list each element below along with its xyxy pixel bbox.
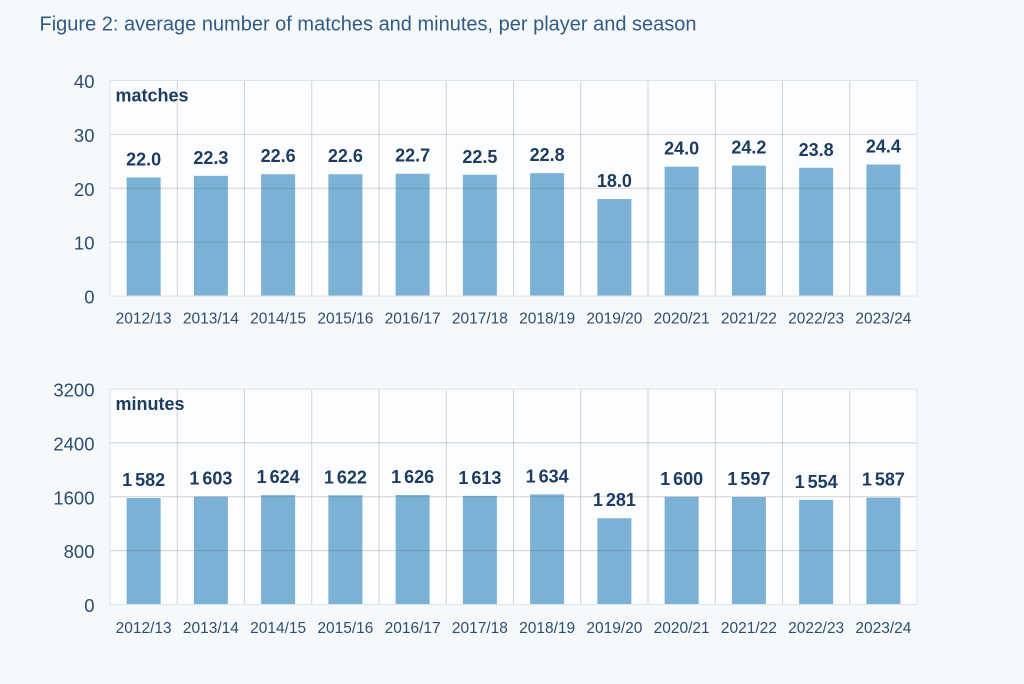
svg-text:30: 30 bbox=[74, 125, 95, 146]
svg-text:22.7: 22.7 bbox=[395, 146, 430, 166]
svg-text:20: 20 bbox=[74, 179, 95, 200]
svg-text:2012/13: 2012/13 bbox=[116, 620, 172, 637]
svg-text:2016/17: 2016/17 bbox=[385, 620, 441, 637]
svg-text:22.0: 22.0 bbox=[126, 149, 161, 169]
svg-text:23.8: 23.8 bbox=[799, 140, 834, 160]
svg-text:24.0: 24.0 bbox=[664, 139, 699, 159]
svg-text:matches: matches bbox=[116, 86, 189, 106]
svg-text:2013/14: 2013/14 bbox=[183, 311, 239, 328]
svg-text:2022/23: 2022/23 bbox=[788, 620, 844, 637]
svg-text:2014/15: 2014/15 bbox=[250, 620, 306, 637]
svg-text:22.6: 22.6 bbox=[261, 146, 296, 166]
svg-text:2020/21: 2020/21 bbox=[654, 620, 710, 637]
svg-text:40: 40 bbox=[74, 71, 95, 92]
svg-text:Figure 2: average number of ma: Figure 2: average number of matches and … bbox=[40, 14, 697, 36]
svg-text:2019/20: 2019/20 bbox=[586, 620, 642, 637]
svg-text:22.8: 22.8 bbox=[530, 145, 565, 165]
svg-text:2022/23: 2022/23 bbox=[788, 311, 844, 328]
svg-text:2012/13: 2012/13 bbox=[116, 311, 172, 328]
svg-text:2020/21: 2020/21 bbox=[654, 311, 710, 328]
svg-text:0: 0 bbox=[84, 595, 94, 616]
svg-text:2018/19: 2018/19 bbox=[519, 311, 575, 328]
svg-text:2015/16: 2015/16 bbox=[317, 620, 373, 637]
svg-text:2021/22: 2021/22 bbox=[721, 620, 777, 637]
svg-text:22.6: 22.6 bbox=[328, 146, 363, 166]
svg-text:22.5: 22.5 bbox=[462, 147, 497, 167]
svg-text:2015/16: 2015/16 bbox=[317, 311, 373, 328]
svg-text:2023/24: 2023/24 bbox=[855, 311, 911, 328]
svg-text:800: 800 bbox=[64, 541, 95, 562]
svg-text:2016/17: 2016/17 bbox=[385, 311, 441, 328]
svg-text:3200: 3200 bbox=[53, 380, 94, 401]
svg-text:2023/24: 2023/24 bbox=[855, 620, 911, 637]
svg-text:22.3: 22.3 bbox=[193, 148, 228, 168]
svg-text:2018/19: 2018/19 bbox=[519, 620, 575, 637]
svg-text:1600: 1600 bbox=[660, 469, 703, 489]
svg-text:2013/14: 2013/14 bbox=[183, 620, 239, 637]
svg-text:minutes: minutes bbox=[116, 394, 185, 414]
svg-text:2019/20: 2019/20 bbox=[586, 311, 642, 328]
svg-text:2400: 2400 bbox=[53, 433, 94, 454]
svg-text:0: 0 bbox=[84, 287, 94, 308]
svg-text:24.4: 24.4 bbox=[866, 137, 901, 157]
svg-text:2014/15: 2014/15 bbox=[250, 311, 306, 328]
svg-text:2017/18: 2017/18 bbox=[452, 620, 508, 637]
svg-text:24.2: 24.2 bbox=[731, 138, 766, 158]
svg-text:1600: 1600 bbox=[53, 487, 94, 508]
svg-text:2021/22: 2021/22 bbox=[721, 311, 777, 328]
svg-text:10: 10 bbox=[74, 233, 95, 254]
svg-text:18.0: 18.0 bbox=[597, 171, 632, 191]
svg-text:2017/18: 2017/18 bbox=[452, 311, 508, 328]
